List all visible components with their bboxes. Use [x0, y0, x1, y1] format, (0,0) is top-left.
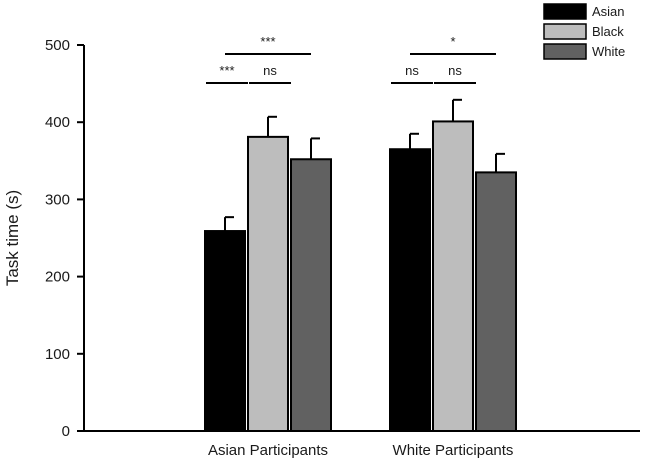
significance-annotations: *** *** ns * ns ns: [206, 34, 496, 84]
bar: [389, 148, 431, 432]
significance-label: ***: [260, 34, 275, 49]
significance-label: ***: [219, 63, 234, 78]
significance-label: *: [450, 34, 455, 49]
legend-swatch: [543, 43, 587, 60]
bar: [432, 120, 474, 432]
axes: 0 100 200 300 400 500 Asian Participants White …: [45, 37, 640, 459]
bar: [475, 171, 517, 432]
legend-swatch: [543, 23, 587, 40]
y-tick-label: 400: [45, 114, 70, 131]
legend-label: Black: [592, 24, 624, 39]
bar: [247, 135, 289, 432]
significance-label: ns: [263, 63, 277, 78]
y-tick-label: 300: [45, 191, 70, 208]
y-tick-label: 500: [45, 37, 70, 54]
y-tick-label: 200: [45, 269, 70, 286]
y-axis-title: Task time (s): [3, 190, 22, 286]
y-tick-label: 0: [62, 423, 70, 440]
significance-label: ns: [448, 63, 462, 78]
bar: [204, 230, 246, 432]
error-bars: [224, 98, 505, 232]
bars: [204, 120, 517, 432]
legend-label: Asian: [592, 4, 625, 19]
x-tick-label: White Participants: [393, 442, 514, 459]
x-tick-label: Asian Participants: [208, 442, 328, 459]
legend-label: White: [592, 44, 625, 59]
legend: Asian Black White: [543, 3, 625, 60]
significance-label: ns: [405, 63, 419, 78]
bar: [290, 158, 332, 432]
legend-swatch: [543, 3, 587, 20]
y-tick-label: 100: [45, 346, 70, 363]
